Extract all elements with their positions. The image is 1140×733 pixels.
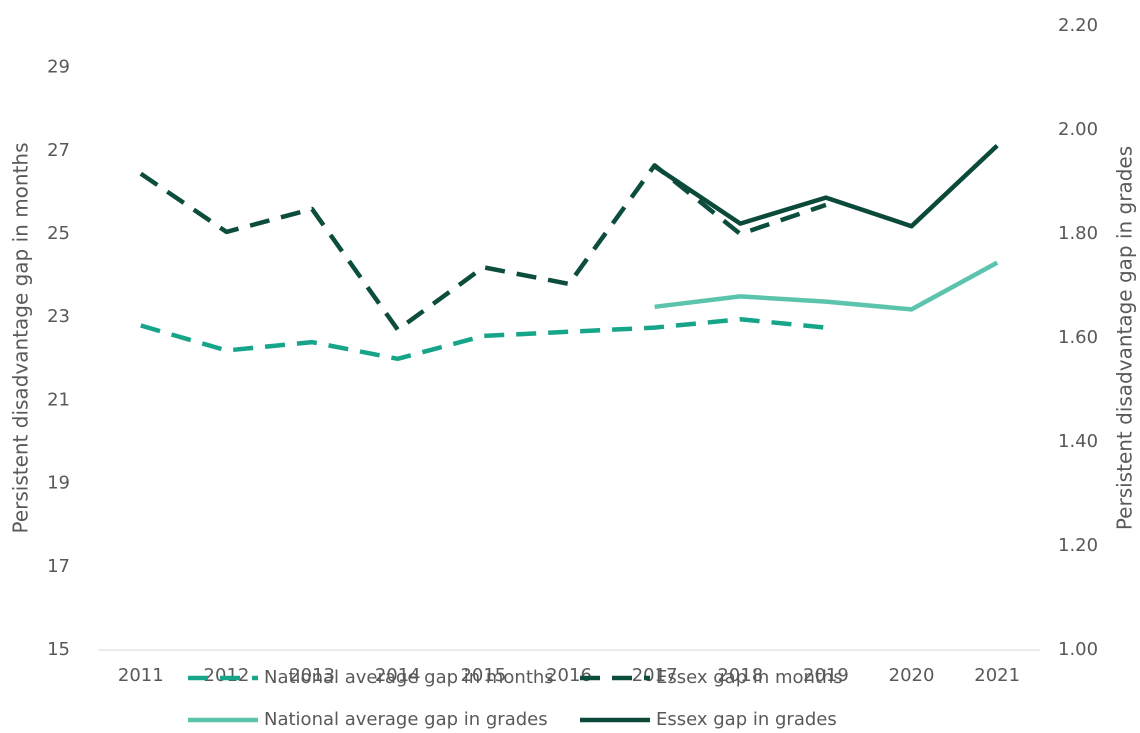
x-tick-label: 2018 xyxy=(717,665,763,686)
y2-tick-label: 1.40 xyxy=(1058,431,1098,452)
y-axis-title: Persistent disadvantage gap in months xyxy=(9,142,33,533)
y2-tick-label: 1.80 xyxy=(1058,223,1098,244)
legend-label: National average gap in grades xyxy=(264,709,548,730)
x-tick-label: 2021 xyxy=(974,665,1020,686)
y2-tick-label: 2.20 xyxy=(1058,15,1098,36)
y2-tick-label: 1.20 xyxy=(1058,535,1098,556)
series-line xyxy=(140,317,827,362)
x-tick-label: 2019 xyxy=(803,665,849,686)
y-tick-label: 25 xyxy=(47,223,70,244)
legend-label: National average gap in months xyxy=(264,667,554,688)
y2-tick-label: 1.60 xyxy=(1058,327,1098,348)
y-tick-label: 29 xyxy=(47,57,70,78)
y-tick-label: 21 xyxy=(47,389,70,410)
legend-label: Essex gap in months xyxy=(656,667,843,688)
y2-axis-title: Persistent disadvantage gap in grades xyxy=(1113,146,1137,530)
x-tick-label: 2016 xyxy=(546,665,592,686)
y-tick-label: 23 xyxy=(47,306,70,327)
y2-tick-label: 2.00 xyxy=(1058,119,1098,140)
x-tick-label: 2020 xyxy=(889,665,935,686)
series-line xyxy=(653,143,999,229)
series-line xyxy=(654,260,999,312)
x-tick-label: 2014 xyxy=(375,665,421,686)
series-line xyxy=(139,163,827,332)
x-tick-label: 2011 xyxy=(118,665,164,686)
y-tick-label: 19 xyxy=(47,473,70,494)
y2-tick-label: 1.00 xyxy=(1058,639,1098,660)
y-tick-label: 17 xyxy=(47,556,70,577)
x-tick-label: 2012 xyxy=(204,665,250,686)
x-tick-label: 2017 xyxy=(632,665,678,686)
legend-label: Essex gap in grades xyxy=(656,709,837,730)
x-tick-label: 2015 xyxy=(460,665,506,686)
x-tick-label: 2013 xyxy=(289,665,335,686)
y-tick-label: 15 xyxy=(47,639,70,660)
y-tick-label: 27 xyxy=(47,140,70,161)
